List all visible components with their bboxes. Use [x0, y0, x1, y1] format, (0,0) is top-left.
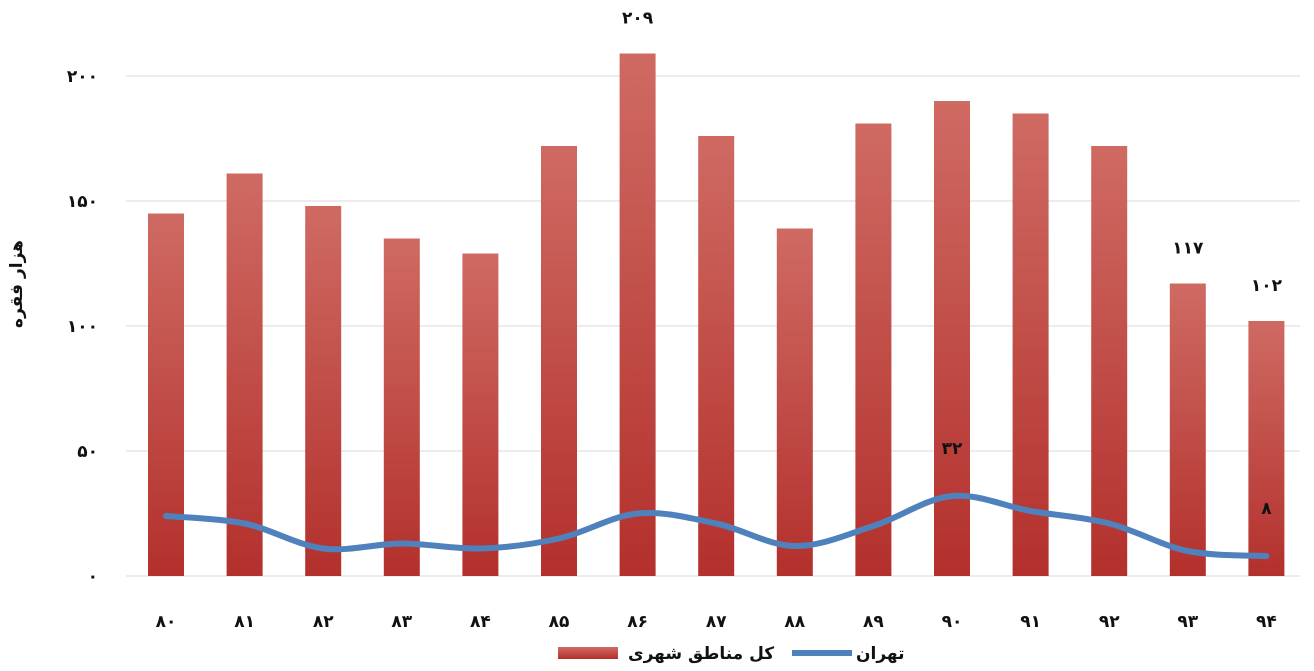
bar [305, 206, 342, 576]
bar [1169, 283, 1206, 576]
x-tick-label: ۸۹ [863, 612, 884, 632]
x-tick-label: ۸۵ [549, 612, 570, 632]
bar [1012, 113, 1049, 576]
y-axis-ticks: ۰ ۵۰ ۱۰۰ ۱۵۰ ۲۰۰ [67, 67, 98, 587]
bar [934, 101, 970, 576]
y-tick-label: ۲۰۰ [67, 67, 98, 87]
x-tick-label: ۹۴ [1256, 612, 1277, 632]
legend-label-bar: کل مناطق شهری [628, 644, 774, 664]
bar-series [148, 53, 1285, 576]
legend: کل مناطق شهری تهران [558, 644, 905, 664]
line-series [163, 492, 1270, 559]
y-axis-title: هزار فقره [7, 240, 27, 328]
y-tick-label: ۵۰ [77, 442, 98, 462]
x-tick-label: ۹۳ [1177, 612, 1198, 632]
bar [1248, 321, 1285, 576]
x-tick-label: ۹۲ [1099, 612, 1120, 632]
x-tick-label: ۸۳ [391, 612, 412, 632]
bar [541, 146, 577, 576]
bar [698, 136, 735, 576]
series-line [163, 492, 1270, 559]
bar [1091, 146, 1128, 576]
x-tick-label: ۸۸ [784, 612, 805, 632]
legend-label-line: تهران [856, 644, 905, 664]
bar-data-label: ۱۰۲ [1251, 276, 1283, 296]
bar [855, 123, 892, 576]
bar-data-label: ۲۰۹ [622, 9, 654, 29]
y-tick-label: ۰ [88, 567, 98, 587]
bar [226, 173, 263, 576]
bar [776, 228, 813, 576]
bar [383, 238, 420, 576]
x-tick-label: ۸۲ [313, 612, 334, 632]
bar [462, 253, 499, 576]
data-labels: ۲۰۹ ۱۱۷ ۱۰۲ ۳۲ ۸ [622, 9, 1283, 520]
y-tick-label: ۱۰۰ [67, 317, 98, 337]
x-tick-label: ۸۴ [470, 612, 491, 632]
x-tick-label: ۸۱ [234, 612, 255, 632]
x-tick-label: ۸۷ [706, 612, 727, 632]
y-tick-label: ۱۵۰ [67, 192, 98, 212]
x-tick-label: ۸۰ [156, 612, 177, 632]
x-tick-label: ۹۱ [1020, 612, 1041, 632]
x-axis-ticks: ۸۰ ۸۱ ۸۲ ۸۳ ۸۴ ۸۵ ۸۶ ۸۷ ۸۸ ۸۹ ۹۰ ۹۱ ۹۲ ۹۳ ۹۴ [156, 612, 1277, 632]
bar [619, 53, 656, 576]
line-data-label: ۳۲ [942, 439, 963, 459]
x-tick-label: ۹۰ [942, 612, 963, 632]
legend-swatch-bar [558, 647, 618, 659]
line-data-label: ۸ [1261, 499, 1272, 519]
bar [148, 213, 184, 576]
x-tick-label: ۸۶ [627, 612, 648, 632]
bar-data-label: ۱۱۷ [1172, 239, 1204, 259]
